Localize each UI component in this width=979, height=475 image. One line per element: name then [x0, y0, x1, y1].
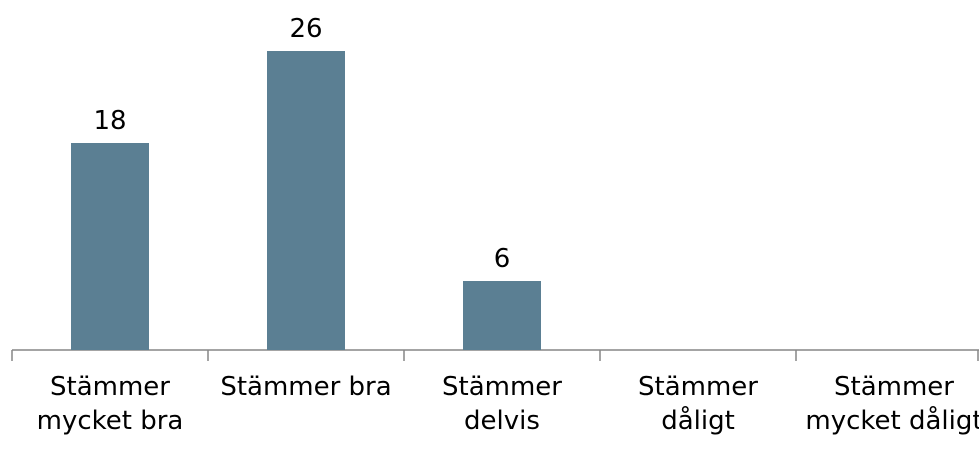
data-label: 26: [289, 14, 322, 44]
x-tick-label: Stämmer dåligt: [638, 372, 758, 436]
data-label: 18: [93, 106, 126, 136]
bar: [267, 51, 345, 350]
bar: [463, 281, 541, 350]
data-label: 6: [494, 244, 511, 274]
x-tick-label: Stämmer delvis: [442, 372, 562, 436]
x-tick-label: Stämmer mycket dåligt: [805, 372, 979, 436]
x-tick-label: Stämmer bra: [220, 372, 392, 402]
x-tick-label: Stämmer mycket bra: [36, 372, 184, 436]
bar: [71, 143, 149, 350]
